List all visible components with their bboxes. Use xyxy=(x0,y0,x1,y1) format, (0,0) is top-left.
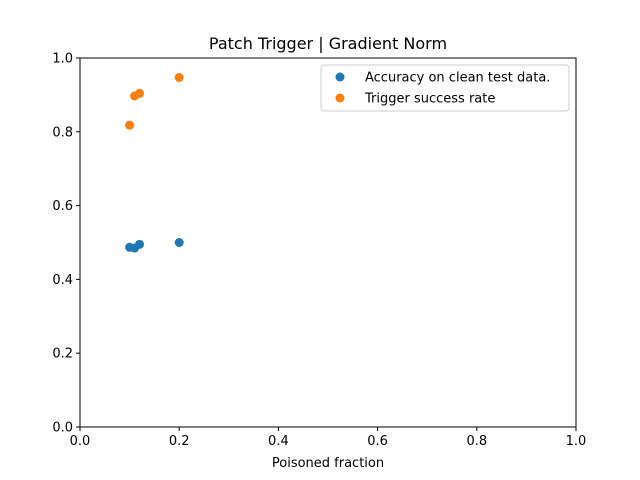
legend-box xyxy=(320,64,570,112)
series-1-point xyxy=(174,238,184,247)
legend-marker-2 xyxy=(335,93,345,103)
y-axis-ticks: 0.0 0.2 0.4 0.6 0.8 1.0 xyxy=(52,52,80,436)
legend-label-1: Accuracy on clean test data. xyxy=(365,71,550,86)
series-2-point xyxy=(135,88,145,98)
series-2-point xyxy=(174,73,184,83)
legend: Accuracy on clean test data. Trigger succ… xyxy=(320,64,570,112)
legend-label-2: Trigger success rate xyxy=(364,92,495,107)
y-tick-label: 0.4 xyxy=(52,273,73,288)
data-points xyxy=(125,73,184,253)
y-tick-label: 0.6 xyxy=(52,199,73,214)
x-tick-label: 0.0 xyxy=(70,434,91,449)
x-axis-label: Poisoned fraction xyxy=(272,456,384,471)
x-tick-label: 0.8 xyxy=(466,434,487,449)
x-tick-label: 1.0 xyxy=(566,434,587,449)
legend-marker-1 xyxy=(335,72,345,82)
x-tick-label: 0.4 xyxy=(268,434,289,449)
series-1-point xyxy=(135,239,145,249)
series-2-point xyxy=(125,120,135,130)
y-tick-label: 0.8 xyxy=(52,125,73,140)
plot-frame xyxy=(79,57,577,428)
y-tick-label: 0.0 xyxy=(52,421,73,436)
x-tick-label: 0.2 xyxy=(169,434,190,449)
x-tick-label: 0.6 xyxy=(367,434,388,449)
x-axis-ticks: 0.0 0.2 0.4 0.6 0.8 1.0 xyxy=(70,427,587,449)
y-tick-label: 1.0 xyxy=(52,52,73,67)
y-tick-label: 0.2 xyxy=(52,347,73,362)
chart-title: Patch Trigger | Gradient Norm xyxy=(209,34,447,53)
